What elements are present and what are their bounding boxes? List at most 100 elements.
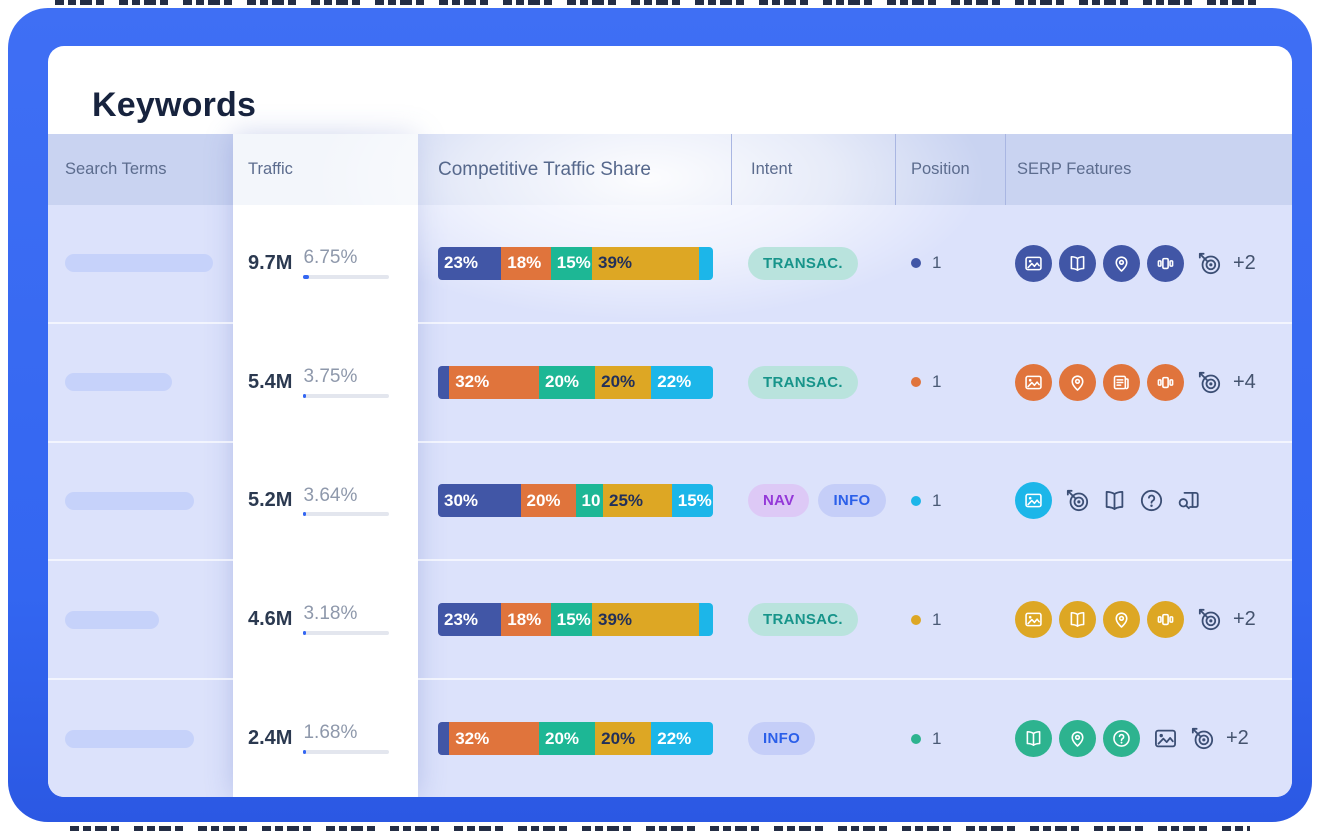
- serp-feature-book-icon[interactable]: [1059, 244, 1096, 282]
- traffic-share-percent: 6.75%: [303, 246, 358, 268]
- target-icon[interactable]: [1189, 725, 1216, 752]
- traffic-share: 3.64%: [303, 484, 390, 517]
- serp-extra-count[interactable]: +2: [1233, 251, 1256, 274]
- traffic-value: 9.7M: [248, 251, 293, 274]
- serp-feature-book-icon[interactable]: [1059, 601, 1096, 639]
- table-row[interactable]: 5.2M 3.64% 30% 20% 10 25% 15% NAV INFO 1: [48, 440, 1292, 560]
- cts-segment-indigo: 23%: [438, 246, 502, 280]
- intent-badge-transactional[interactable]: TRANSAC.: [748, 246, 858, 280]
- serp-feature-news-icon[interactable]: [1103, 363, 1140, 401]
- serp-feature-question-icon[interactable]: [1103, 720, 1140, 758]
- serp-feature-carousel-icon[interactable]: [1147, 363, 1184, 401]
- traffic-cell: 5.2M 3.64%: [233, 484, 418, 517]
- intent-badge-informational[interactable]: INFO: [818, 484, 886, 518]
- cts-segment-label: 20%: [526, 490, 561, 510]
- cts-segment-label: 32%: [455, 728, 490, 748]
- cts-segment-label: 20%: [545, 728, 580, 748]
- cts-segment-label: 15%: [556, 609, 591, 629]
- keyword-skeleton: [65, 729, 194, 748]
- related-search-icon[interactable]: [1175, 487, 1202, 514]
- search-term-cell: [48, 729, 233, 748]
- serp-feature-image-icon[interactable]: [1015, 363, 1052, 401]
- column-header-label: Position: [911, 160, 970, 178]
- position-value: 1: [932, 253, 942, 273]
- cts-segment-gold: 39%: [592, 246, 700, 280]
- cts-stacked-bar[interactable]: 30% 20% 10 25% 15%: [438, 484, 713, 518]
- search-term-cell: [48, 610, 233, 629]
- cts-segment-cyan: 22%: [651, 722, 713, 756]
- column-header-search-terms[interactable]: Search Terms: [48, 134, 233, 205]
- serp-features: +2: [1015, 720, 1249, 758]
- traffic-share-percent: 3.64%: [303, 484, 358, 506]
- target-icon[interactable]: [1196, 606, 1223, 633]
- serp-feature-location-icon[interactable]: [1103, 601, 1140, 639]
- target-icon[interactable]: [1196, 250, 1223, 277]
- position-cell: 1: [895, 610, 1005, 630]
- cts-segment-gold: 25%: [603, 484, 672, 518]
- cts-segment-orange: 18%: [501, 603, 551, 637]
- table-row[interactable]: 4.6M 3.18% 23% 18% 15% 39% TRANSAC. 1 +2: [48, 559, 1292, 678]
- cts-segment-label: 15%: [677, 490, 712, 510]
- column-header-intent[interactable]: Intent: [731, 134, 895, 205]
- traffic-progress-track: [303, 393, 390, 398]
- serp-feature-book-icon[interactable]: [1015, 720, 1052, 758]
- serp-extra-count[interactable]: +2: [1233, 608, 1256, 631]
- table-row[interactable]: 2.4M 1.68% 32% 20% 20% 22% INFO 1 +2: [48, 678, 1292, 797]
- cts-segment-teal: 20%: [539, 365, 596, 399]
- cts-stacked-bar[interactable]: 23% 18% 15% 39%: [438, 603, 713, 637]
- cts-stacked-bar[interactable]: 32% 20% 20% 22%: [438, 365, 713, 399]
- serp-feature-location-icon[interactable]: [1059, 363, 1096, 401]
- serp-feature-location-icon[interactable]: [1103, 244, 1140, 282]
- column-header-traffic[interactable]: Traffic: [233, 134, 418, 205]
- serp-feature-image-icon[interactable]: [1015, 482, 1052, 520]
- serp-feature-carousel-icon[interactable]: [1147, 244, 1184, 282]
- column-header-serp-features[interactable]: SERP Features: [1005, 134, 1292, 205]
- intent-badge-transactional[interactable]: TRANSAC.: [748, 603, 858, 637]
- cts-segment-cyan: [699, 246, 713, 280]
- cts-segment-label: 18%: [507, 253, 542, 273]
- column-header-competitive-traffic-share[interactable]: Competitive Traffic Share: [418, 134, 731, 205]
- serp-extra-count[interactable]: +2: [1226, 727, 1249, 750]
- intent-badge-transactional[interactable]: TRANSAC.: [748, 365, 858, 399]
- image-icon[interactable]: [1152, 725, 1179, 752]
- table-row[interactable]: 9.7M 6.75% 23% 18% 15% 39% TRANSAC. 1 +2: [48, 205, 1292, 322]
- competitive-traffic-share-cell: 32% 20% 20% 22%: [418, 722, 731, 756]
- position-cell: 1: [895, 491, 1005, 511]
- table-row[interactable]: 5.4M 3.75% 32% 20% 20% 22% TRANSAC. 1 +4: [48, 321, 1292, 441]
- cts-stacked-bar[interactable]: 32% 20% 20% 22%: [438, 722, 713, 756]
- cts-segment-label: 23%: [444, 253, 479, 273]
- intent-badge-informational[interactable]: INFO: [748, 722, 816, 756]
- cts-segment-gold: 20%: [595, 722, 652, 756]
- traffic-share: 3.18%: [303, 603, 390, 636]
- serp-feature-carousel-icon[interactable]: [1147, 601, 1184, 639]
- clipped-background-text-top: [55, 0, 1265, 5]
- question-icon[interactable]: [1138, 487, 1165, 514]
- cts-segment-label: 39%: [598, 609, 633, 629]
- position-dot: [911, 258, 921, 269]
- cts-segment-label: 39%: [598, 253, 633, 273]
- traffic-share-percent: 3.18%: [303, 603, 358, 625]
- cts-stacked-bar[interactable]: 23% 18% 15% 39%: [438, 246, 713, 280]
- cts-segment-teal: 15%: [550, 603, 592, 637]
- cts-segment-indigo: 30%: [438, 484, 521, 518]
- target-icon[interactable]: [1196, 369, 1223, 396]
- book-icon[interactable]: [1101, 487, 1128, 514]
- blue-frame: Keywords Search Terms Traffic Competitiv…: [8, 8, 1312, 822]
- cts-segment-cyan: 22%: [651, 365, 713, 399]
- cts-segment-indigo: [438, 722, 450, 756]
- serp-extra-count[interactable]: +4: [1233, 370, 1256, 393]
- column-header-label: Search Terms: [65, 160, 167, 178]
- serp-feature-location-icon[interactable]: [1059, 720, 1096, 758]
- serp-feature-image-icon[interactable]: [1015, 244, 1052, 282]
- serp-feature-image-icon[interactable]: [1015, 601, 1052, 639]
- column-header-position[interactable]: Position: [895, 134, 1005, 205]
- competitive-traffic-share-cell: 30% 20% 10 25% 15%: [418, 484, 731, 518]
- target-icon[interactable]: [1064, 487, 1091, 514]
- cts-segment-label: 20%: [545, 372, 580, 392]
- traffic-share-percent: 1.68%: [303, 722, 358, 744]
- traffic-progress-track: [303, 274, 390, 279]
- cts-segment-orange: 32%: [449, 722, 540, 756]
- column-header-label: Intent: [751, 160, 793, 178]
- intent-badge-navigational[interactable]: NAV: [748, 484, 810, 518]
- traffic-share: 3.75%: [303, 366, 390, 398]
